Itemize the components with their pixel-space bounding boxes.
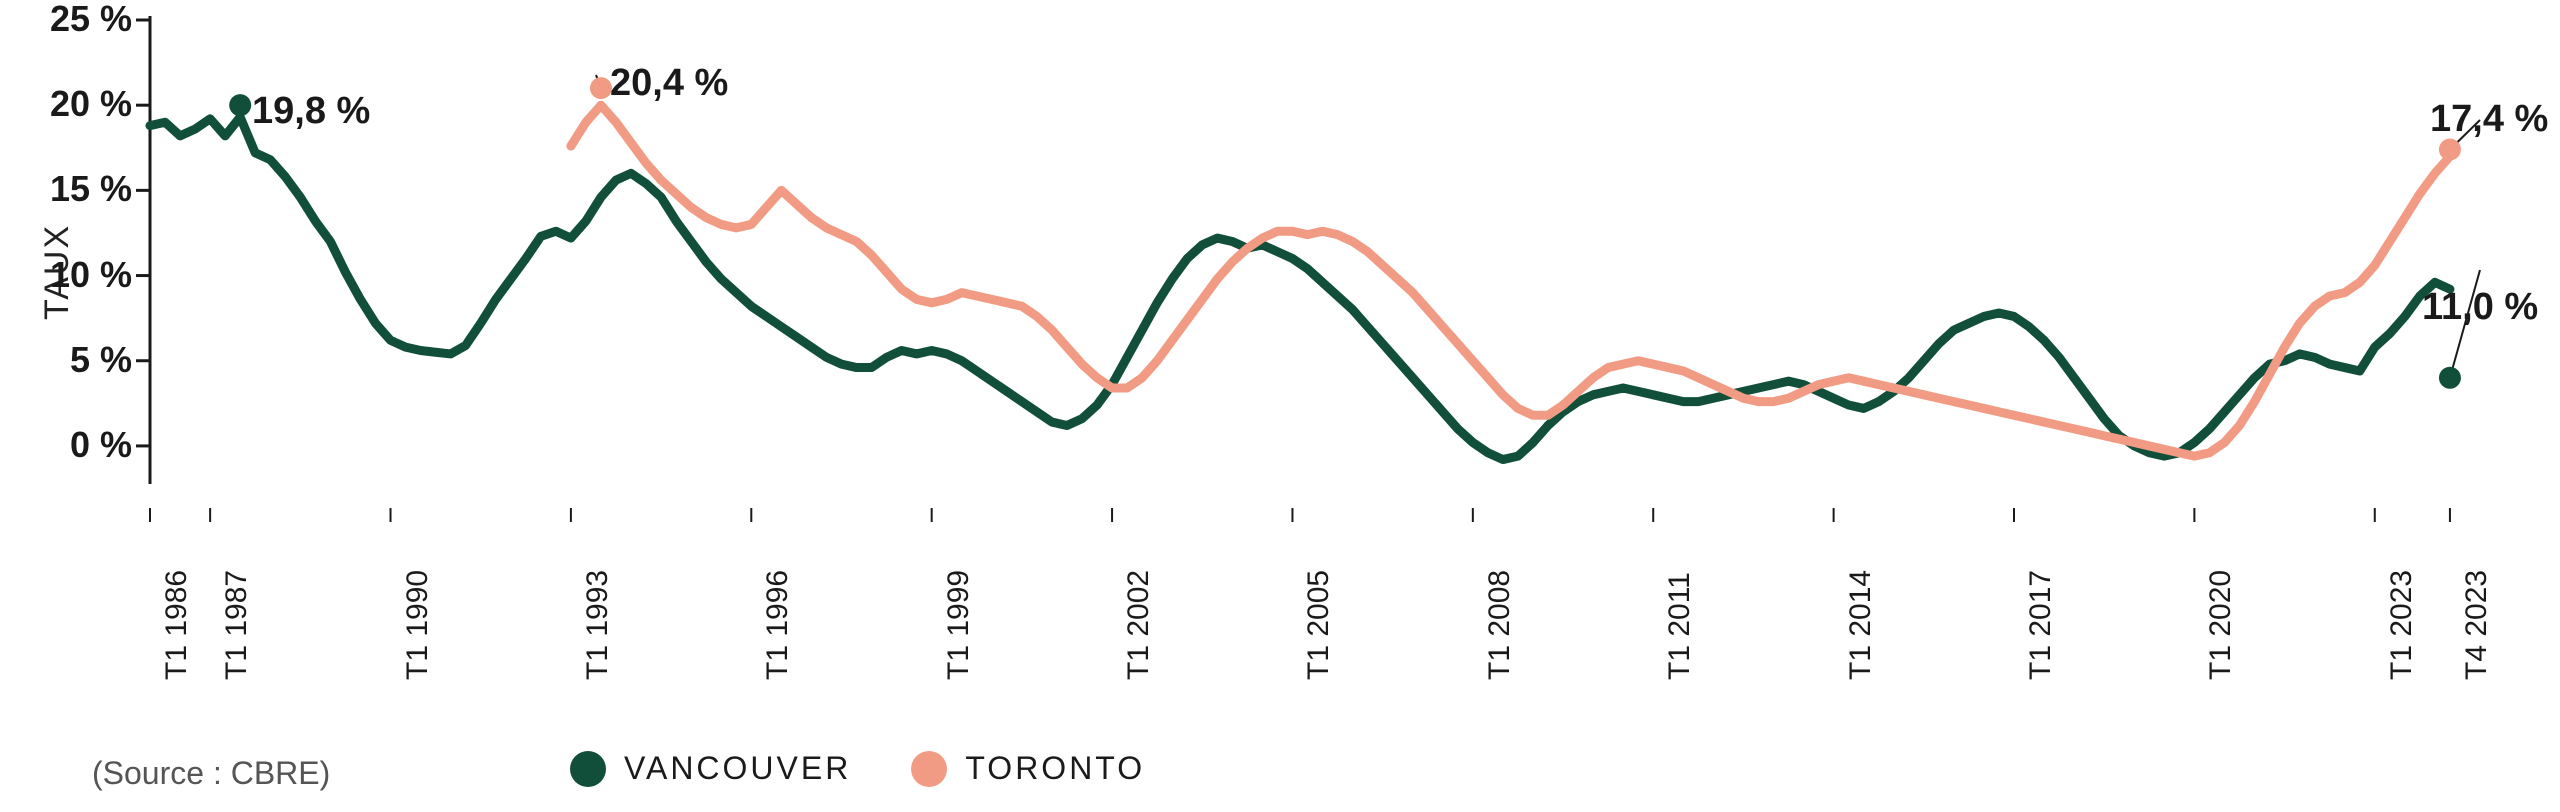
- callout-label: 17,4 %: [2430, 98, 2548, 141]
- x-tick-label: T4 2023: [2460, 570, 2494, 680]
- callout-label: 19,8 %: [252, 90, 370, 133]
- x-tick-label: T1 1986: [160, 570, 194, 680]
- chart-legend: VANCOUVER TORONTO: [570, 750, 1145, 787]
- legend-dot-icon: [570, 751, 606, 787]
- y-tick-label: 20 %: [12, 83, 132, 125]
- x-tick-label: T1 2008: [1483, 570, 1517, 680]
- legend-label: TORONTO: [965, 750, 1145, 787]
- x-tick-label: T1 2011: [1663, 572, 1697, 680]
- legend-item: VANCOUVER: [570, 750, 851, 787]
- x-tick-label: T1 1987: [220, 570, 254, 680]
- x-tick-label: T1 2002: [1122, 570, 1156, 680]
- x-tick-label: T1 1999: [942, 570, 976, 680]
- legend-label: VANCOUVER: [624, 750, 851, 787]
- chart-source: (Source : CBRE): [92, 755, 330, 792]
- x-tick-label: T1 1993: [581, 570, 615, 680]
- y-tick-label: 25 %: [12, 0, 132, 40]
- legend-dot-icon: [911, 751, 947, 787]
- x-tick-label: T1 1990: [401, 570, 435, 680]
- chart-svg: [0, 0, 2560, 812]
- x-tick-label: T1 2023: [2385, 570, 2419, 680]
- vacancy-rate-chart: TAUX 0 %5 %10 %15 %20 %25 % T1 1986T1 19…: [0, 0, 2560, 812]
- x-tick-label: T1 2014: [1844, 570, 1878, 680]
- x-tick-label: T1 2020: [2204, 570, 2238, 680]
- x-tick-label: T1 2017: [2024, 570, 2058, 680]
- legend-item: TORONTO: [911, 750, 1145, 787]
- x-tick-label: T1 2005: [1302, 570, 1336, 680]
- x-tick-label: T1 1996: [761, 570, 795, 680]
- callout-label: 11,0 %: [2422, 286, 2538, 329]
- y-tick-label: 15 %: [12, 168, 132, 210]
- callout-label: 20,4 %: [610, 62, 728, 105]
- y-tick-label: 5 %: [12, 339, 132, 381]
- y-tick-label: 10 %: [12, 254, 132, 296]
- y-tick-label: 0 %: [12, 424, 132, 466]
